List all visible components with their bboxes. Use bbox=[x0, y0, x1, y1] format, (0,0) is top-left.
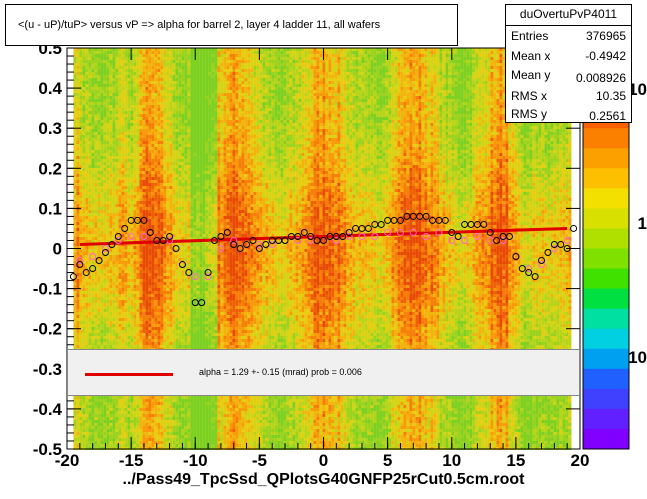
stat-label-rms-x: RMS x bbox=[511, 89, 547, 103]
color-scale-segment bbox=[583, 148, 629, 169]
color-scale-segment bbox=[583, 128, 629, 149]
stats-separator bbox=[506, 25, 631, 26]
y-tick-label: -0.4 bbox=[33, 400, 63, 419]
color-scale-segment bbox=[583, 369, 629, 390]
y-tick-label: 0 bbox=[53, 240, 62, 259]
title-box: <(u - uP)/tuP> versus vP => alpha for ba… bbox=[5, 4, 458, 46]
stat-value-entries: 376965 bbox=[586, 29, 626, 43]
y-tick-label: -0.2 bbox=[33, 320, 62, 339]
x-tick-label: -20 bbox=[55, 451, 80, 470]
stat-value-rms-y: 0.2561 bbox=[589, 109, 626, 123]
x-tick-label: 10 bbox=[442, 451, 461, 470]
color-scale-segment bbox=[583, 228, 629, 249]
y-tick-label: -0.1 bbox=[33, 280, 62, 299]
stat-value-rms-x: 10.35 bbox=[596, 89, 626, 103]
stat-label-mean-y: Mean y bbox=[511, 68, 550, 82]
color-scale-segment bbox=[583, 289, 629, 310]
stat-value-mean-x: -0.4942 bbox=[585, 49, 626, 63]
color-scale-segment bbox=[583, 188, 629, 209]
legend-fit-text: alpha = 1.29 +- 0.15 (mrad) prob = 0.006 bbox=[199, 367, 362, 377]
legend-fit-line-swatch bbox=[85, 373, 173, 376]
x-tick-label: -5 bbox=[252, 451, 267, 470]
color-scale-segment bbox=[583, 208, 629, 229]
color-scale-label: 1 bbox=[638, 214, 647, 233]
stats-name: duOvertuPvP4011 bbox=[506, 7, 631, 21]
color-scale-segment bbox=[583, 269, 629, 290]
x-tick-label: 5 bbox=[383, 451, 392, 470]
y-tick-label: -0.3 bbox=[33, 360, 62, 379]
plot-title: <(u - uP)/tuP> versus vP => alpha for ba… bbox=[18, 19, 380, 31]
y-tick-label: 0.1 bbox=[38, 199, 62, 218]
color-scale-segment bbox=[583, 249, 629, 270]
stats-box: duOvertuPvP4011 Entries 376965 Mean x -0… bbox=[505, 4, 632, 123]
x-axis-file-label: ../Pass49_TpcSsd_QPlotsG40GNFP25rCut0.5c… bbox=[0, 471, 647, 489]
stat-label-entries: Entries bbox=[511, 29, 548, 43]
color-scale-segment bbox=[583, 309, 629, 330]
stat-value-mean-y: 0.008926 bbox=[576, 71, 626, 85]
stat-label-rms-y: RMS y bbox=[511, 107, 547, 121]
fit-legend: alpha = 1.29 +- 0.15 (mrad) prob = 0.006 bbox=[67, 349, 580, 396]
y-tick-label: 0.2 bbox=[38, 159, 62, 178]
x-tick-labels: -20 -15 -10 -5 0 5 10 15 20 bbox=[55, 451, 590, 470]
x-tick-label: -15 bbox=[119, 451, 144, 470]
color-scale-segment bbox=[583, 168, 629, 189]
y-tick-label: 0.4 bbox=[38, 79, 62, 98]
color-scale-segment bbox=[583, 409, 629, 430]
x-tick-label: 15 bbox=[506, 451, 525, 470]
color-scale-label: 10 bbox=[628, 348, 647, 367]
color-scale-segment bbox=[583, 349, 629, 370]
color-scale-segment bbox=[583, 429, 629, 450]
x-tick-label: -10 bbox=[183, 451, 208, 470]
stat-label-mean-x: Mean x bbox=[511, 49, 550, 63]
color-scale-segment bbox=[583, 389, 629, 410]
color-scale-segment bbox=[583, 329, 629, 350]
x-tick-label: 0 bbox=[319, 451, 328, 470]
y-tick-label: 0.3 bbox=[38, 119, 62, 138]
x-tick-label: 20 bbox=[571, 451, 590, 470]
